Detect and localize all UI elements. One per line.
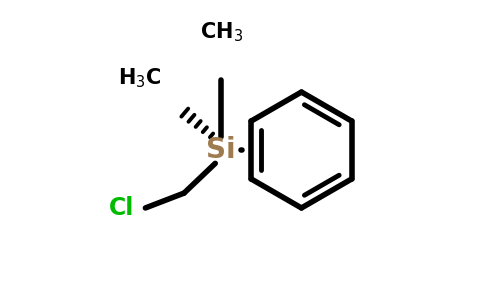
Text: Si: Si [206,136,236,164]
Text: Cl: Cl [109,196,135,220]
Text: H$_3$C: H$_3$C [118,67,161,91]
Text: CH$_3$: CH$_3$ [200,21,242,44]
